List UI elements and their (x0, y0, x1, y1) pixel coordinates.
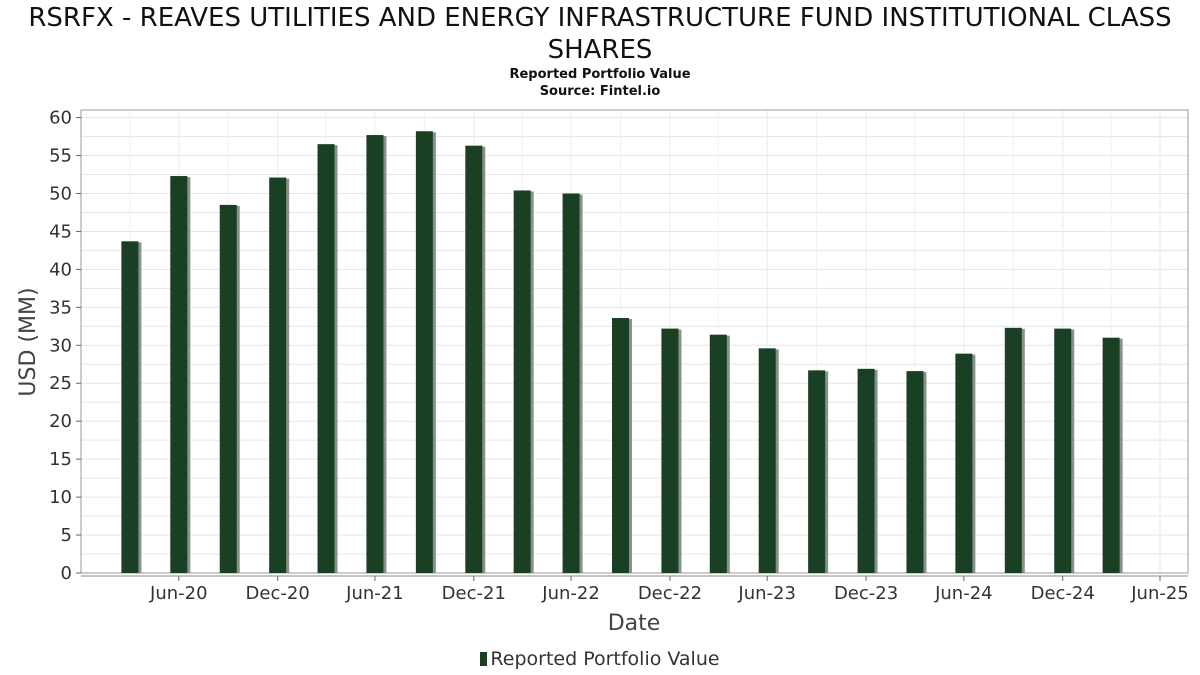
chart-source: Source: Fintel.io (539, 84, 661, 99)
bar (906, 371, 924, 573)
bar (758, 348, 776, 573)
y-tick-label: 40 (49, 259, 72, 280)
y-tick-label: 35 (49, 297, 72, 318)
x-tick-label: Jun-24 (934, 583, 993, 604)
y-tick-label: 50 (49, 183, 72, 204)
y-tick-label: 60 (49, 108, 72, 129)
y-tick-label: 45 (49, 221, 72, 242)
x-tick-label: Dec-21 (442, 583, 506, 604)
x-tick-label: Jun-20 (149, 583, 208, 604)
bar (1004, 327, 1022, 573)
x-axis-label: Date (608, 611, 661, 636)
legend-label: Reported Portfolio Value (490, 648, 720, 670)
bar (269, 177, 287, 573)
bar (612, 317, 629, 573)
x-tick-label: Dec-23 (834, 583, 898, 604)
bar (1054, 328, 1072, 573)
bar (661, 328, 679, 573)
legend: Reported Portfolio Value (0, 648, 1200, 670)
bar (121, 241, 139, 574)
bar (513, 190, 531, 573)
y-tick-label: 55 (49, 146, 72, 167)
bar (709, 334, 727, 573)
chart-title: RSRFX - REAVES UTILITIES AND ENERGY INFR… (28, 3, 1172, 65)
bar (366, 135, 384, 573)
x-tick-label: Jun-23 (737, 583, 796, 604)
x-tick-label: Jun-22 (541, 583, 600, 604)
bar (415, 131, 433, 574)
legend-swatch (480, 652, 488, 666)
bar (955, 353, 973, 573)
y-tick-label: 5 (61, 525, 72, 546)
y-tick-label: 15 (49, 449, 72, 470)
bar (562, 193, 580, 573)
x-tick-label: Jun-25 (1130, 583, 1189, 604)
x-tick-label: Jun-21 (345, 583, 404, 604)
bar (170, 176, 188, 573)
bar (1102, 337, 1120, 573)
plot-border (80, 109, 1189, 574)
y-axis-label: USD (MM) (16, 287, 41, 396)
bar (808, 370, 826, 573)
bar (219, 204, 237, 573)
y-tick-label: 25 (49, 373, 72, 394)
bar (317, 144, 335, 573)
x-tick-label: Dec-20 (246, 583, 310, 604)
x-tick-label: Dec-24 (1031, 583, 1095, 604)
bar (857, 368, 875, 573)
y-tick-label: 10 (49, 487, 72, 508)
y-tick-label: 0 (61, 563, 72, 584)
x-tick-label: Dec-22 (638, 583, 702, 604)
plot-area (81, 110, 1188, 573)
y-tick-label: 20 (49, 411, 72, 432)
bar (465, 145, 483, 573)
y-tick-label: 30 (49, 335, 72, 356)
chart-subtitle: Reported Portfolio Value (509, 67, 691, 82)
